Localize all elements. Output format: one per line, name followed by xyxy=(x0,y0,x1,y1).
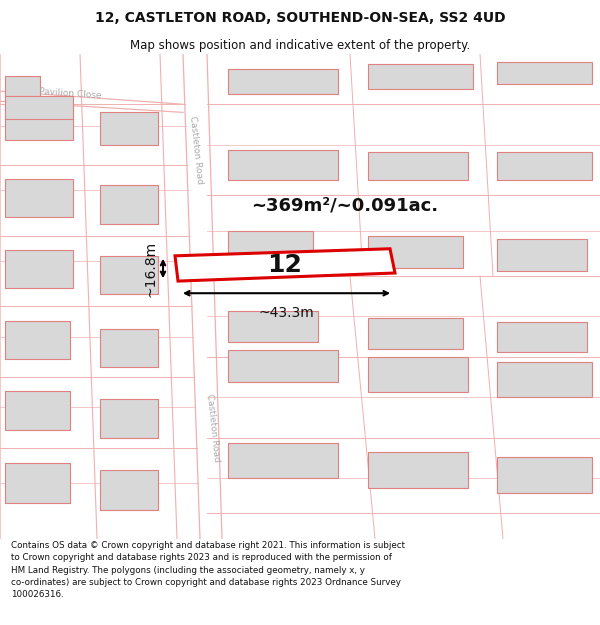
Bar xyxy=(497,362,592,398)
Bar xyxy=(5,250,73,288)
Bar xyxy=(497,152,592,180)
Bar xyxy=(228,231,313,261)
Bar xyxy=(5,107,73,139)
Bar xyxy=(497,457,592,493)
Text: Castleton Road: Castleton Road xyxy=(188,115,204,184)
Bar xyxy=(100,470,158,511)
Bar xyxy=(5,76,40,96)
Text: ~369m²/~0.091ac.: ~369m²/~0.091ac. xyxy=(251,196,439,214)
Bar xyxy=(100,185,158,224)
Bar xyxy=(228,311,318,342)
Bar xyxy=(5,321,70,359)
Bar xyxy=(100,329,158,367)
Text: ~43.3m: ~43.3m xyxy=(259,306,314,321)
Text: 12: 12 xyxy=(267,253,302,277)
Bar xyxy=(368,452,468,488)
Bar xyxy=(497,321,587,352)
Bar xyxy=(228,69,338,94)
Text: Pavilion Close: Pavilion Close xyxy=(38,88,101,101)
Bar xyxy=(368,357,468,392)
Polygon shape xyxy=(175,249,395,281)
Bar xyxy=(100,112,158,144)
Bar xyxy=(368,152,468,180)
Bar xyxy=(5,391,70,429)
Bar xyxy=(228,442,338,478)
Text: Contains OS data © Crown copyright and database right 2021. This information is : Contains OS data © Crown copyright and d… xyxy=(11,541,405,599)
Bar xyxy=(5,96,73,119)
Bar xyxy=(497,239,587,271)
Text: 12, CASTLETON ROAD, SOUTHEND-ON-SEA, SS2 4UD: 12, CASTLETON ROAD, SOUTHEND-ON-SEA, SS2… xyxy=(95,11,505,25)
Bar xyxy=(5,179,73,217)
Bar xyxy=(100,399,158,437)
Bar xyxy=(368,319,463,349)
Bar xyxy=(5,463,70,503)
Bar xyxy=(497,62,592,84)
Text: Map shows position and indicative extent of the property.: Map shows position and indicative extent… xyxy=(130,39,470,52)
Bar xyxy=(228,350,338,382)
Text: ~16.8m: ~16.8m xyxy=(143,241,157,296)
Bar xyxy=(228,150,338,180)
Bar xyxy=(100,256,158,294)
Bar xyxy=(368,64,473,89)
Text: Castleton Road: Castleton Road xyxy=(205,393,221,462)
Bar xyxy=(368,236,463,268)
